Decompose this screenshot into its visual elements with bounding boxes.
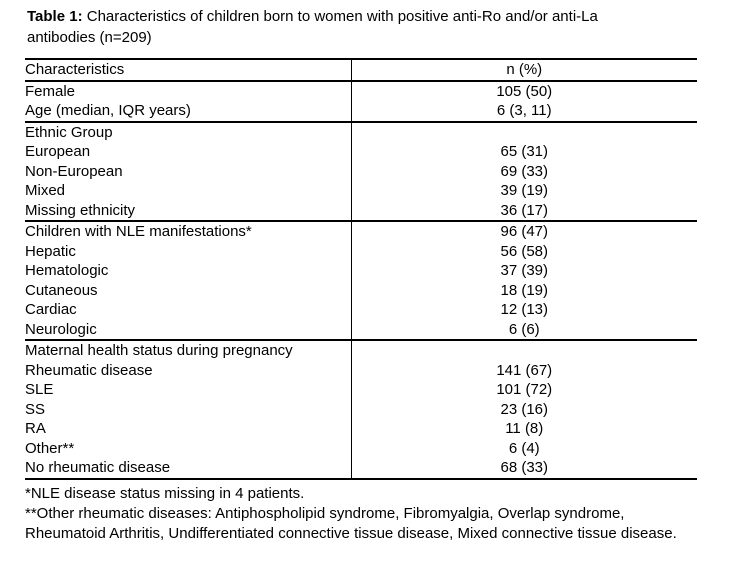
row-label: No rheumatic disease [25,458,352,479]
table-row: Ethnic Group [25,120,697,142]
row-label: Children with NLE manifestations* [25,220,352,242]
table-row: RA 11 (8) [25,419,697,439]
row-value: 65 (31) [500,143,549,160]
table-row: Missing ethnicity 36 (17) [25,200,697,221]
row-label: Hematologic [25,261,352,281]
table-caption-text-line1: Characteristics of children born to wome… [86,8,598,25]
row-value: 23 (16) [500,400,549,418]
characteristics-table: Characteristics n (%) Female 105 (50) Age … [25,58,697,480]
row-label: Non-European [25,161,352,181]
row-label: SLE [25,380,352,400]
table-row: Age (median, IQR years) 6 (3, 11) [25,101,697,122]
row-label: Ethnic Group [25,120,352,142]
table-row: Non-European 69 (33) [25,161,697,181]
row-value: 18 (19) [500,281,549,299]
footnotes: *NLE disease status missing in 4 patient… [25,484,705,544]
row-label: SS [25,399,352,419]
row-value: 141 (67) [496,361,553,379]
table-row: Cutaneous 18 (19) [25,280,697,300]
footnote-nle-status: *NLE disease status missing in 4 patient… [25,484,305,502]
footnote-other-rheumatic: **Other rheumatic diseases: Antiphosphol… [25,504,677,542]
row-label: Neurologic [25,319,352,340]
table-row: Hematologic 37 (39) [25,261,697,281]
row-label: Cutaneous [25,280,352,300]
row-label: Rheumatic disease [25,360,352,380]
row-value: 12 (13) [500,301,549,318]
row-label: Maternal health status during pregnancy [25,339,352,361]
table-row: Other** 6 (4) [25,438,697,458]
table-row: Maternal health status during pregnancy [25,339,697,361]
table-row: Cardiac 12 (13) [25,300,697,320]
row-value: 39 (19) [500,182,549,199]
row-value [351,120,697,142]
table-caption: Table 1: Characteristics of children bor… [27,6,727,48]
table-header-row: Characteristics n (%) [25,59,697,82]
table-caption-label: Table 1: [27,8,83,25]
row-value: 6 (3, 11) [496,102,552,119]
row-value: 101 (72) [496,381,553,398]
table-head: Characteristics n (%) [25,59,697,82]
table-row: Children with NLE manifestations* 96 (47) [25,220,697,242]
table-row: Neurologic 6 (6) [25,319,697,340]
row-value: 6 (6) [508,320,540,338]
row-label: RA [25,419,352,439]
table-row: European 65 (31) [25,142,697,162]
table-row: SS 23 (16) [25,399,697,419]
table-row: Mixed 39 (19) [25,181,697,201]
row-label: Cardiac [25,300,352,320]
row-value: 56 (58) [500,242,549,260]
table-row: SLE 101 (72) [25,380,697,400]
row-value: 69 (33) [500,162,549,180]
row-value: 36 (17) [500,201,549,219]
column-header-characteristics: Characteristics [25,59,352,82]
row-label: Age (median, IQR years) [25,101,352,122]
table-body: Female 105 (50) Age (median, IQR years) 6 (… [25,80,697,479]
row-label: Missing ethnicity [25,200,352,221]
table-row: Hepatic 56 (58) [25,241,697,261]
row-value: 11 (8) [505,420,544,437]
row-value: 6 (4) [508,439,540,457]
column-header-n-percent: n (%) [351,59,697,82]
table-row: Female 105 (50) [25,80,697,101]
table-row: No rheumatic disease 68 (33) [25,458,697,479]
table-row: Rheumatic disease 141 (67) [25,360,697,380]
row-value [351,339,697,361]
row-value: 96 (47) [351,220,697,242]
row-value: 68 (33) [500,459,549,476]
row-value: 37 (39) [500,262,549,279]
table-caption-text-line2: antibodies (n=209) [27,29,152,46]
row-value: 105 (50) [496,82,553,100]
row-label: Hepatic [25,241,352,261]
row-label: Female [25,80,352,101]
row-label: European [25,142,352,162]
row-label: Mixed [25,181,352,201]
row-label: Other** [25,438,352,458]
page: Table 1: Characteristics of children bor… [0,6,741,574]
